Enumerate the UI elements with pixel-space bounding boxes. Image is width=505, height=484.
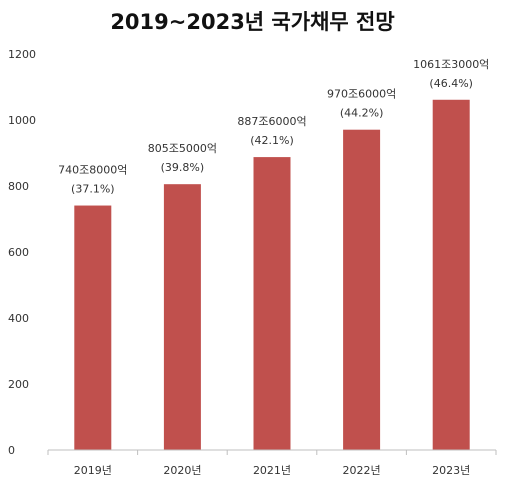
bar <box>432 99 470 451</box>
bars <box>74 99 470 451</box>
bar <box>253 157 291 451</box>
x-tick-label: 2020년 <box>163 464 201 477</box>
bar <box>74 205 112 450</box>
bar <box>343 129 381 450</box>
x-tick-label: 2023년 <box>432 464 470 477</box>
data-labels: 740조8000억 (37.1%) 805조5000억 (39.8%) 887조6000… <box>58 58 489 196</box>
bar <box>163 184 201 450</box>
x-tick-label: 2019년 <box>74 464 112 477</box>
data-label-amount: 740조8000억 <box>58 164 127 177</box>
data-label-amount: 805조5000억 <box>148 142 217 155</box>
data-label-percent: (42.1%) <box>250 134 294 147</box>
y-tick-label: 1200 <box>8 48 36 61</box>
y-tick-label: 400 <box>8 312 29 325</box>
x-tick-label: 2022년 <box>343 464 381 477</box>
y-tick-label: 200 <box>8 378 29 391</box>
data-label-amount: 1061조3000억 <box>413 58 489 71</box>
data-label-percent: (46.4%) <box>429 77 473 90</box>
y-tick-label: 600 <box>8 246 29 259</box>
data-label-amount: 970조6000억 <box>327 88 396 101</box>
data-label-percent: (37.1%) <box>71 183 115 196</box>
x-tick-label: 2021년 <box>253 464 291 477</box>
data-label-percent: (44.2%) <box>340 107 384 120</box>
data-label-percent: (39.8%) <box>161 161 205 174</box>
y-tick-label: 0 <box>8 444 15 457</box>
y-tick-label: 800 <box>8 180 29 193</box>
chart-title: 2019~2023년 국가채무 전망 <box>110 10 395 34</box>
y-tick-label: 1000 <box>8 114 36 127</box>
y-axis: 0 200 400 600 800 1000 1200 <box>8 48 36 457</box>
data-label-amount: 887조6000억 <box>237 115 306 128</box>
x-axis: 2019년 2020년 2021년 2022년 2023년 <box>47 449 497 477</box>
